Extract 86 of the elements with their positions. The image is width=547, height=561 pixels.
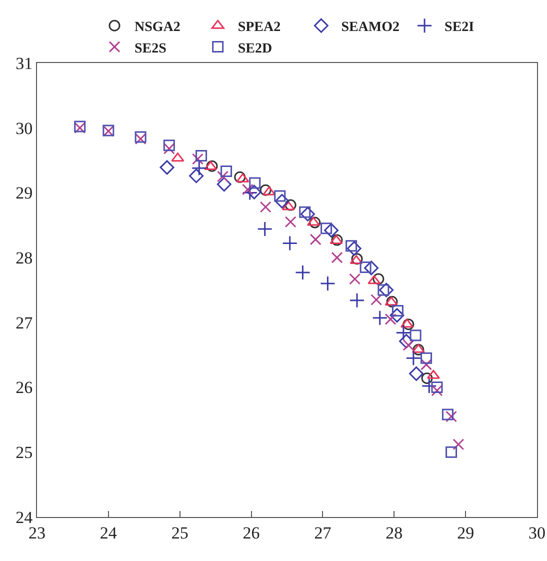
point	[372, 310, 388, 326]
x-tick-label: 28	[386, 523, 403, 542]
point	[310, 234, 322, 246]
point	[260, 201, 272, 213]
point	[331, 252, 343, 264]
point	[196, 150, 208, 162]
point	[412, 344, 424, 356]
point	[384, 313, 396, 325]
point	[412, 344, 425, 353]
point	[349, 292, 365, 308]
x-tick-label: 29	[457, 523, 474, 542]
y-tick-label: 28	[16, 248, 33, 268]
point	[431, 382, 443, 394]
point	[249, 177, 261, 189]
y-tick-label: 27	[16, 313, 34, 332]
point	[421, 378, 437, 394]
point	[282, 236, 298, 252]
point	[236, 173, 250, 182]
point	[220, 166, 232, 178]
point	[294, 264, 310, 280]
point	[364, 260, 379, 276]
point	[378, 284, 390, 296]
y-tick-label: 31	[16, 54, 33, 73]
point	[320, 276, 336, 292]
point	[189, 168, 204, 184]
y-tick-label: 25	[16, 443, 33, 462]
x-tick-label: 24	[100, 523, 118, 542]
point	[442, 408, 454, 420]
y-tick-label: 29	[16, 184, 33, 203]
point	[260, 184, 272, 196]
point	[300, 206, 315, 222]
point	[216, 177, 232, 192]
legend-label: SE2D	[238, 41, 272, 56]
point	[282, 201, 295, 210]
point	[163, 142, 175, 154]
point	[299, 206, 311, 218]
point	[452, 438, 464, 450]
point	[368, 275, 381, 284]
point	[242, 184, 254, 196]
point	[346, 240, 358, 252]
point	[216, 170, 228, 182]
point	[309, 216, 321, 228]
point	[274, 194, 290, 208]
point	[399, 334, 414, 348]
point	[246, 184, 262, 200]
legend-label: NSGA2	[134, 20, 180, 36]
point	[234, 171, 246, 183]
y-tick-label: 30	[16, 118, 33, 138]
legend-label: SE2S	[134, 41, 167, 56]
point	[163, 140, 175, 152]
legend-label: SEAMO2	[341, 20, 400, 36]
x-tick-label: 26	[242, 523, 260, 542]
point	[446, 410, 458, 422]
y-tick-label: 26	[16, 378, 33, 398]
point	[410, 330, 422, 342]
legend-label: SPEA2	[238, 20, 281, 36]
point	[192, 153, 204, 165]
point	[409, 366, 424, 381]
point	[426, 370, 440, 379]
point	[284, 199, 296, 211]
point	[306, 216, 320, 226]
point	[402, 318, 414, 330]
legend-label: SE2I	[444, 20, 474, 36]
point	[379, 282, 394, 298]
point	[262, 186, 276, 196]
point	[191, 160, 207, 176]
point	[257, 221, 273, 237]
point	[421, 372, 433, 384]
point	[396, 325, 412, 341]
point	[370, 294, 382, 306]
point	[160, 160, 174, 175]
point	[346, 241, 362, 256]
point	[406, 350, 422, 366]
point	[349, 273, 361, 285]
point	[431, 384, 443, 396]
point	[420, 358, 432, 370]
x-tick-label: 27	[314, 523, 332, 542]
x-tick-label: 30	[528, 523, 546, 542]
point	[446, 446, 458, 458]
point	[284, 216, 296, 228]
point	[420, 352, 432, 364]
point	[372, 273, 384, 285]
x-tick-label: 25	[171, 523, 188, 542]
point	[171, 152, 184, 162]
point	[324, 223, 339, 238]
point	[390, 308, 404, 323]
